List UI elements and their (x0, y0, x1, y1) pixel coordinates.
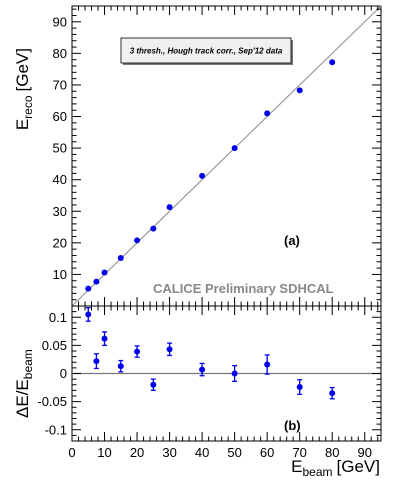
data-point (329, 59, 336, 66)
bottom-data-points (85, 307, 336, 400)
top-y-ticks: 10 20 30 40 50 60 70 80 90 (53, 8, 381, 307)
y-tick-label: -0.05 (37, 394, 67, 409)
data-point (150, 381, 157, 388)
data-point (117, 255, 124, 261)
y-tick-label: 60 (53, 109, 67, 124)
bottom-y-ticks: -0.1 -0.05 0 0.05 0.1 (37, 305, 381, 442)
data-point (296, 87, 303, 94)
data-point (150, 225, 157, 232)
top-y-axis-title: Ereco[GeV] (13, 48, 35, 130)
legend-text: 3 thresh., Hough track corr., Sep'12 dat… (130, 47, 283, 56)
data-point (199, 172, 206, 179)
x-tick-label: 90 (358, 445, 372, 460)
x-tick-label: 80 (325, 445, 339, 460)
x-tick-label: 0 (68, 445, 75, 460)
data-point (117, 363, 124, 370)
data-point (264, 361, 271, 368)
y-tick-label: 0.1 (49, 310, 67, 325)
y-tick-label: 0.05 (42, 338, 67, 353)
x-tick-label: 70 (292, 445, 306, 460)
bottom-y-axis-title: ΔE/Ebeam (13, 349, 35, 418)
y-tick-label: 50 (53, 141, 67, 156)
data-point (166, 204, 173, 211)
watermark-text: CALICE Preliminary SDHCAL (153, 281, 334, 296)
data-point (85, 285, 92, 292)
y-tick-label: 40 (53, 172, 67, 187)
x-tick-label: 10 (97, 445, 111, 460)
top-x-ticks (71, 6, 379, 306)
y-tick-label: 70 (53, 77, 67, 92)
bottom-x-ticks: 0 10 20 30 40 50 60 70 80 90 (68, 306, 379, 460)
top-data-points (85, 59, 336, 292)
x-tick-label: 50 (227, 445, 241, 460)
data-point (231, 145, 238, 152)
x-tick-label: 30 (162, 445, 176, 460)
data-point (101, 335, 108, 342)
data-point (134, 348, 141, 355)
panel-label-a: (a) (284, 233, 300, 248)
panel-label-b: (b) (284, 418, 301, 433)
y-tick-label: 30 (53, 204, 67, 219)
data-point (231, 370, 238, 377)
x-tick-label: 40 (195, 445, 209, 460)
y-tick-label: 0 (60, 366, 67, 381)
y-tick-label: 20 (53, 235, 67, 250)
bottom-x-axis-title: Ebeam [GeV] (291, 457, 380, 479)
data-point (199, 366, 206, 373)
data-point (296, 384, 303, 390)
legend-box (120, 37, 292, 64)
data-point (264, 110, 271, 117)
y-tick-label: -0.1 (45, 422, 67, 437)
x-tick-label: 60 (260, 445, 274, 460)
y-tick-label: 10 (53, 267, 67, 282)
y-tick-label: 90 (53, 14, 67, 29)
y-tick-label: 80 (53, 46, 67, 61)
data-point (93, 358, 100, 365)
data-point (134, 237, 141, 244)
data-point (85, 311, 92, 318)
top-reference-line (71, 5, 382, 307)
data-point (329, 390, 336, 397)
data-point (93, 278, 100, 285)
x-tick-label: 20 (130, 445, 144, 460)
bottom-panel: 0 10 20 30 40 50 60 70 80 90 -0.1 -0.05 0 0.05 0.1 (b… (13, 305, 382, 479)
data-point (166, 346, 173, 353)
data-point (101, 269, 108, 276)
top-panel: 10 20 30 40 50 60 70 80 90 3 thresh., Hough trac… (13, 5, 382, 307)
